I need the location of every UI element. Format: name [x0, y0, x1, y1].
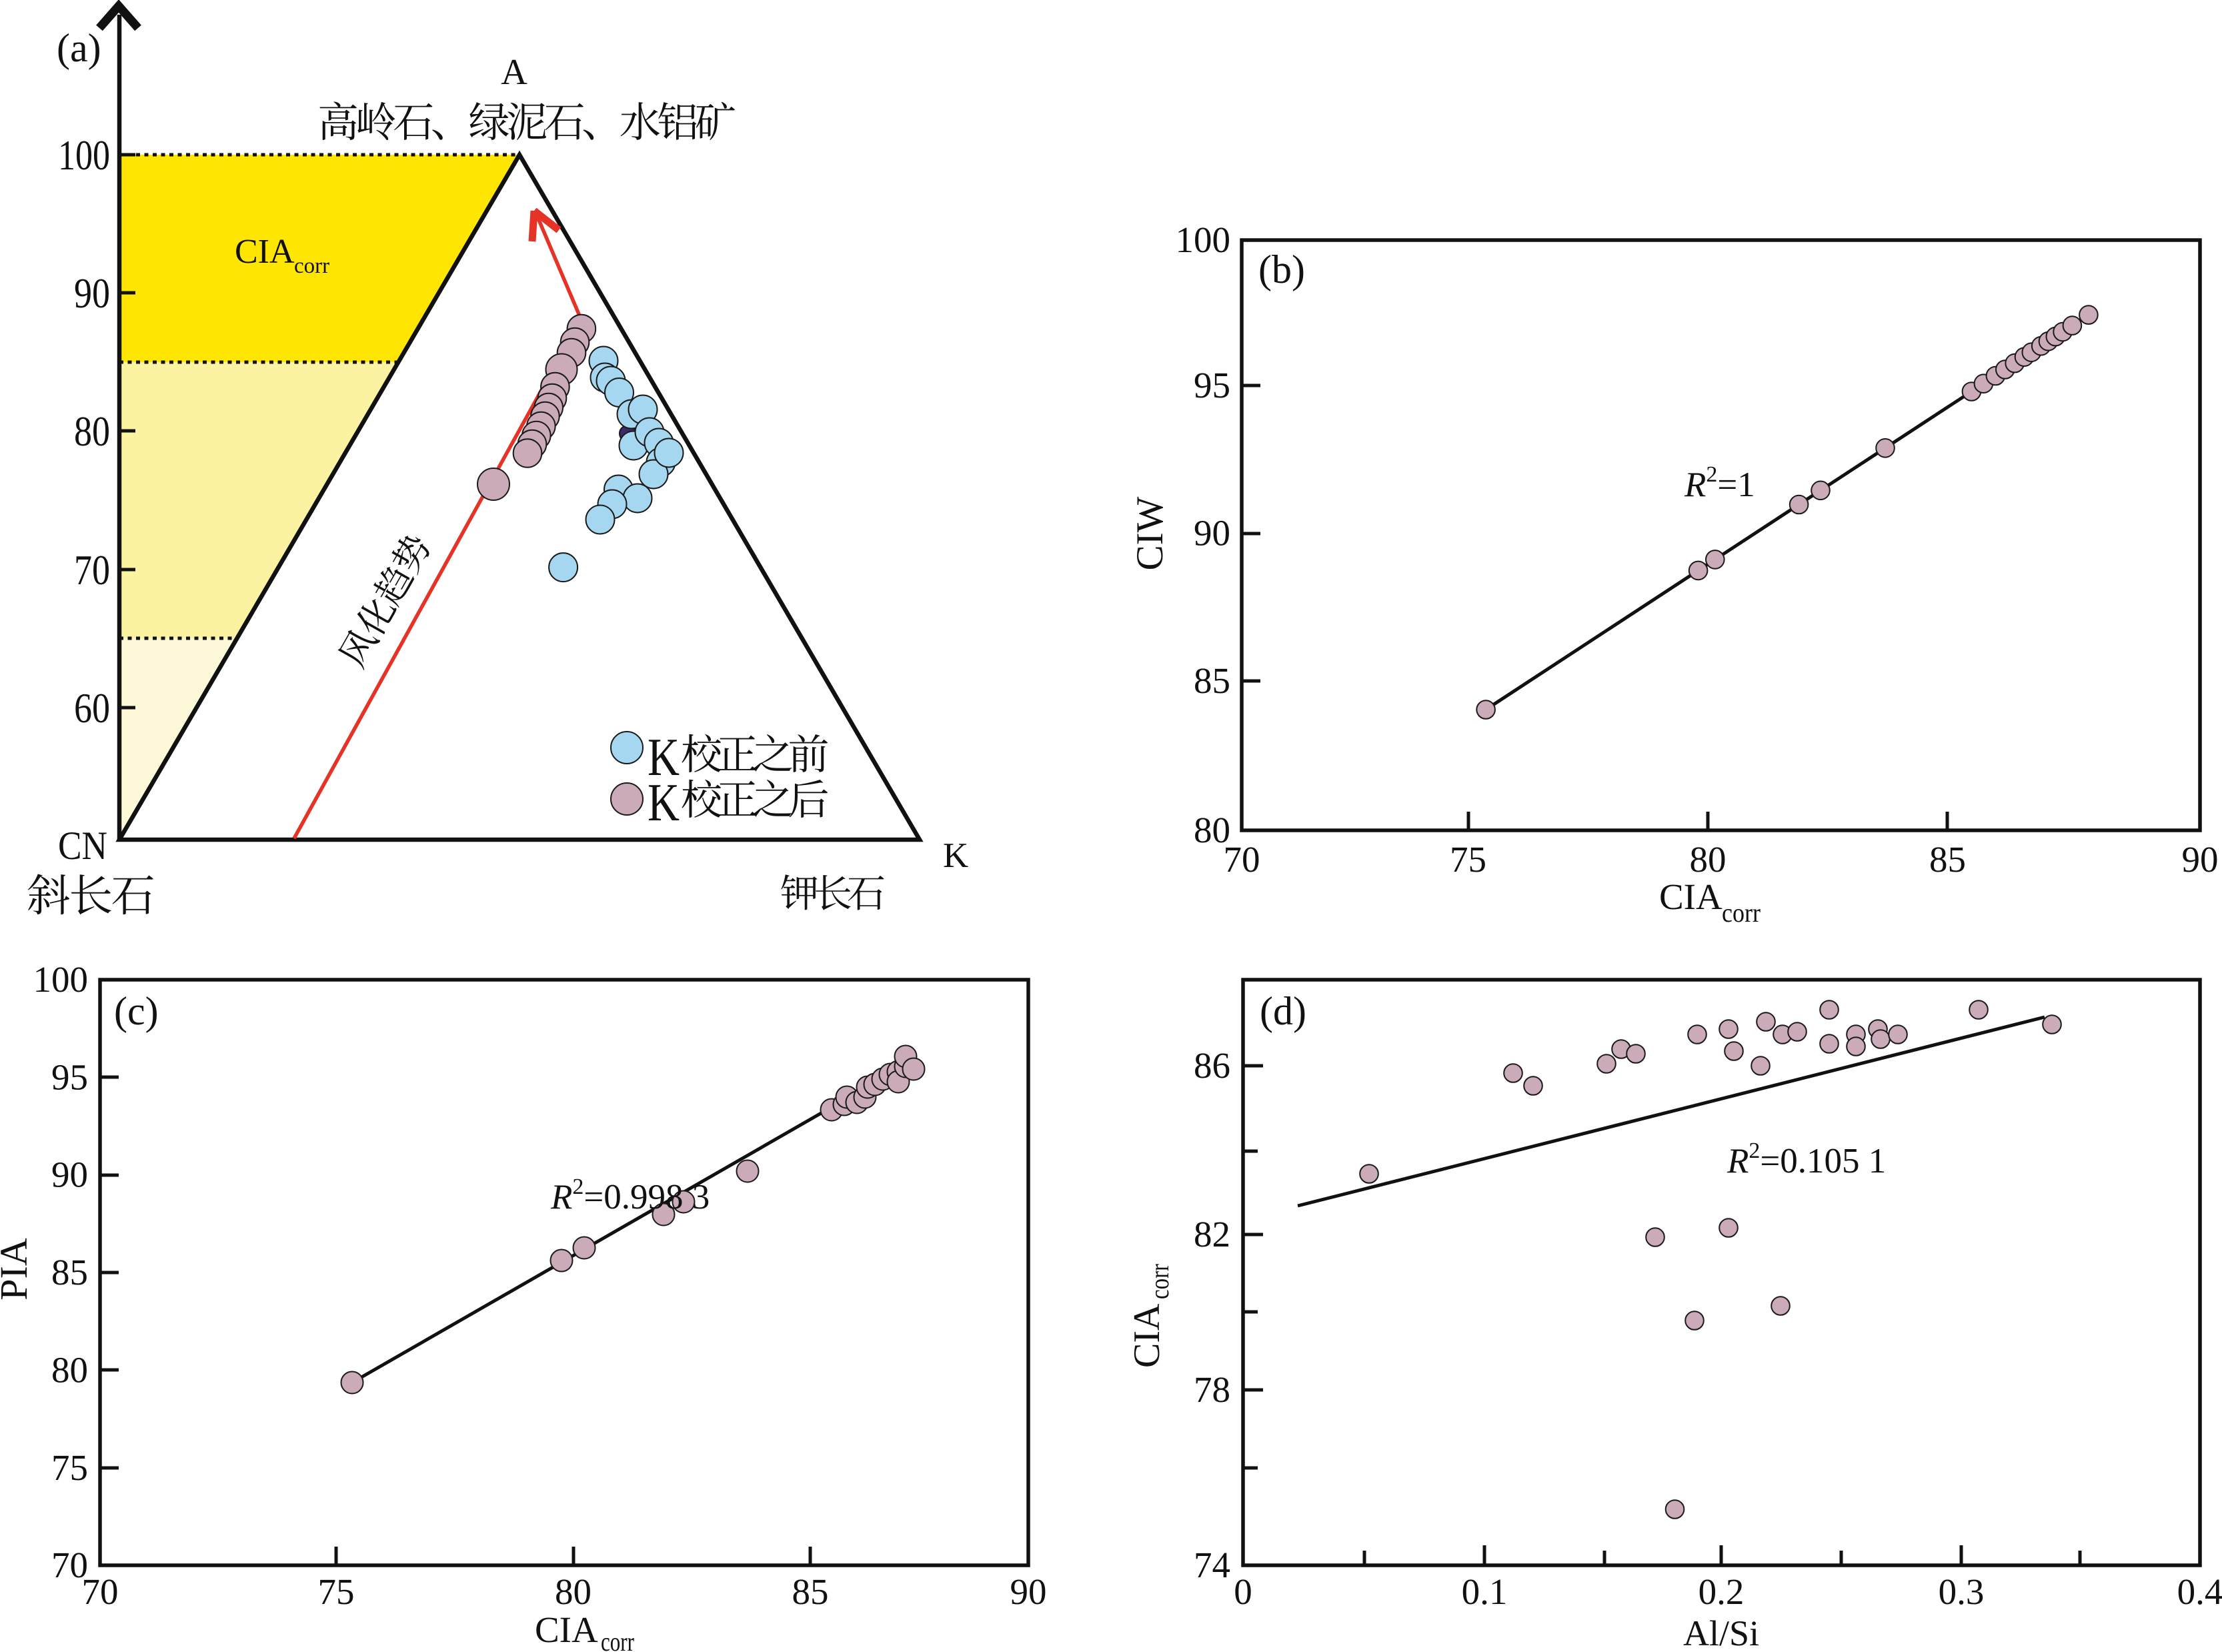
- svg-text:75: 75: [1450, 839, 1486, 880]
- svg-text:95: 95: [1194, 365, 1230, 405]
- svg-text:0.2: 0.2: [1699, 1571, 1745, 1612]
- svg-text:PIA: PIA: [0, 1238, 35, 1301]
- svg-text:80: 80: [555, 1571, 592, 1612]
- svg-text:95: 95: [51, 1056, 88, 1097]
- svg-text:80: 80: [1690, 839, 1727, 880]
- svg-text:R2=1: R2=1: [1684, 462, 1755, 504]
- svg-text:90: 90: [2182, 839, 2219, 880]
- svg-text:0.4: 0.4: [2177, 1571, 2222, 1612]
- svg-text:100: 100: [1176, 219, 1231, 260]
- svg-text:CIA: CIA: [1126, 1303, 1168, 1368]
- svg-text:85: 85: [51, 1252, 88, 1293]
- svg-text:Al/Si: Al/Si: [1683, 1613, 1759, 1652]
- svg-text:85: 85: [792, 1571, 829, 1612]
- svg-text:90: 90: [1010, 1571, 1047, 1612]
- svg-text:80: 80: [51, 1349, 88, 1390]
- svg-text:K: K: [943, 836, 968, 875]
- svg-text:70: 70: [82, 1571, 119, 1612]
- svg-text:CIA: CIA: [1659, 876, 1723, 917]
- svg-text:corr: corr: [294, 254, 329, 278]
- svg-text:90: 90: [51, 1154, 88, 1195]
- svg-text:(b): (b): [1258, 247, 1305, 291]
- svg-text:80: 80: [1194, 810, 1230, 850]
- svg-text:CIA: CIA: [535, 1609, 598, 1650]
- svg-text:75: 75: [318, 1571, 355, 1612]
- svg-text:0.1: 0.1: [1462, 1571, 1508, 1612]
- svg-text:(d): (d): [1260, 989, 1306, 1033]
- svg-text:100: 100: [58, 131, 110, 179]
- svg-text:(c): (c): [114, 989, 159, 1033]
- svg-text:K: K: [648, 728, 680, 787]
- svg-text:100: 100: [33, 959, 89, 1000]
- svg-text:(a): (a): [57, 26, 101, 70]
- svg-text:0.3: 0.3: [1939, 1571, 1985, 1612]
- svg-text:75: 75: [51, 1447, 88, 1488]
- svg-text:70: 70: [51, 1545, 88, 1585]
- svg-text:82: 82: [1194, 1214, 1230, 1255]
- svg-text:R2=0.105 1: R2=0.105 1: [1727, 1138, 1886, 1180]
- svg-text:70: 70: [74, 546, 110, 594]
- svg-text:corr: corr: [1144, 1264, 1174, 1299]
- svg-text:corr: corr: [1722, 898, 1761, 928]
- svg-text:corr: corr: [601, 1627, 634, 1652]
- svg-text:70: 70: [1224, 839, 1260, 880]
- svg-text:86: 86: [1194, 1045, 1230, 1086]
- svg-text:60: 60: [74, 684, 110, 732]
- svg-text:0: 0: [1234, 1571, 1252, 1612]
- svg-text:R2=0.998 3: R2=0.998 3: [550, 1174, 710, 1216]
- svg-text:90: 90: [74, 269, 110, 317]
- svg-text:85: 85: [1929, 839, 1966, 880]
- svg-text:A: A: [501, 51, 527, 92]
- svg-text:CIA: CIA: [235, 233, 295, 271]
- svg-text:CN: CN: [58, 824, 107, 868]
- svg-text:74: 74: [1194, 1545, 1230, 1585]
- svg-text:CIW: CIW: [1129, 496, 1171, 570]
- svg-text:85: 85: [1194, 660, 1230, 701]
- svg-text:K: K: [648, 774, 680, 832]
- svg-text:90: 90: [1194, 513, 1230, 554]
- svg-text:78: 78: [1194, 1369, 1230, 1410]
- svg-text:80: 80: [74, 407, 110, 455]
